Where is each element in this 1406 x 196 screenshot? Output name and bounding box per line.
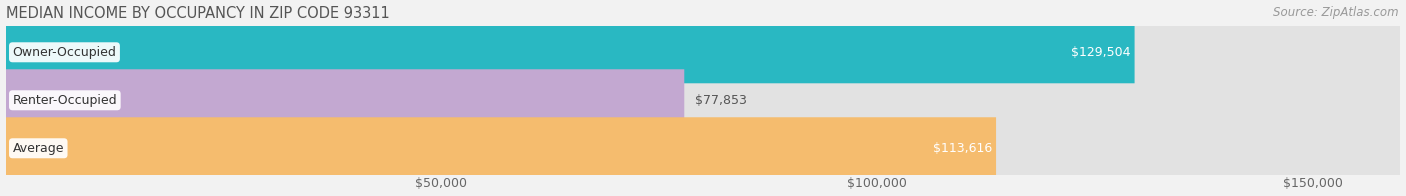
Text: $129,504: $129,504 (1071, 46, 1130, 59)
FancyBboxPatch shape (6, 21, 1400, 83)
FancyBboxPatch shape (6, 21, 1135, 83)
FancyBboxPatch shape (6, 117, 1400, 179)
FancyBboxPatch shape (6, 69, 685, 131)
FancyBboxPatch shape (6, 69, 1400, 131)
Text: Renter-Occupied: Renter-Occupied (13, 94, 117, 107)
Text: $77,853: $77,853 (696, 94, 748, 107)
Text: MEDIAN INCOME BY OCCUPANCY IN ZIP CODE 93311: MEDIAN INCOME BY OCCUPANCY IN ZIP CODE 9… (6, 5, 389, 21)
FancyBboxPatch shape (6, 117, 995, 179)
Text: Owner-Occupied: Owner-Occupied (13, 46, 117, 59)
Text: Average: Average (13, 142, 65, 155)
Text: $113,616: $113,616 (932, 142, 991, 155)
Text: Source: ZipAtlas.com: Source: ZipAtlas.com (1274, 6, 1399, 19)
